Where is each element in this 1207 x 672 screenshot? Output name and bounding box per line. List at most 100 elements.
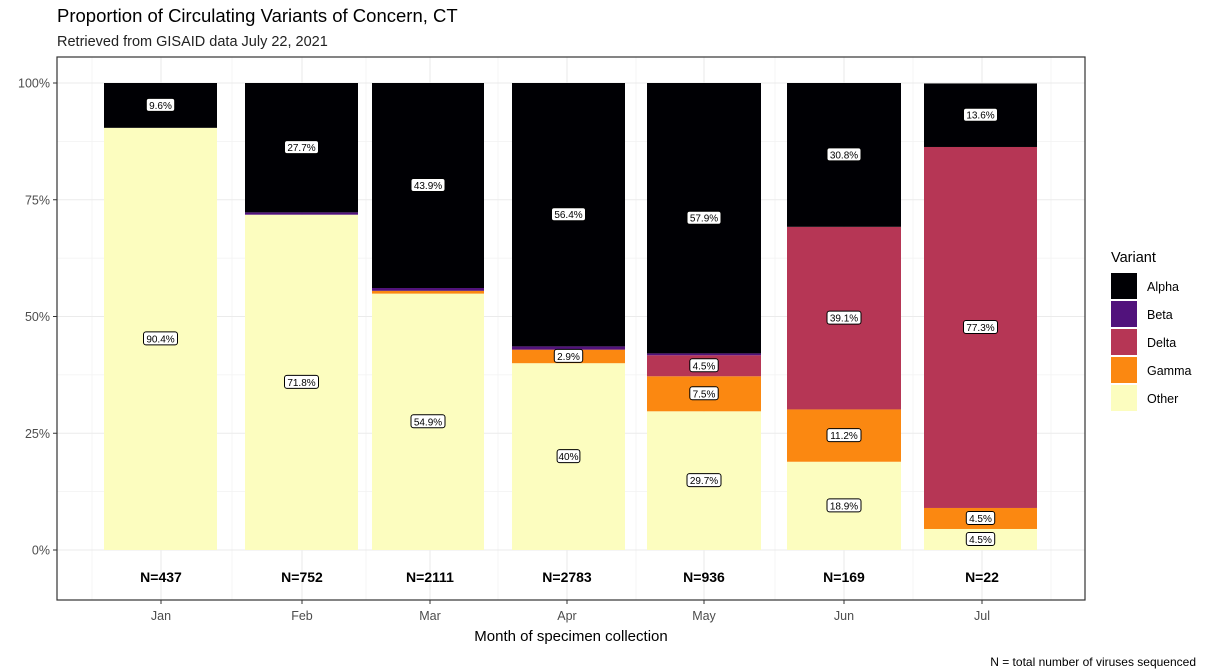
segment-label-text: 11.2%	[830, 431, 858, 442]
segment-label-box	[826, 498, 862, 513]
x-tick-label: Feb	[291, 609, 313, 623]
segment-label-text: 27.7%	[287, 143, 315, 154]
segment-label-text: 90.4%	[146, 334, 174, 345]
segment-label-text: 40%	[558, 452, 578, 463]
segment-label: 71.8%	[284, 374, 319, 389]
segment-label: 2.9%	[553, 348, 584, 363]
bar-segment-gamma	[372, 290, 484, 294]
segment-label-box	[686, 210, 722, 225]
y-tick-label: 0%	[32, 544, 50, 558]
segment-label-text: 4.5%	[969, 535, 992, 546]
segment-label: 4.5%	[689, 358, 719, 373]
segment-label: 29.7%	[686, 473, 722, 488]
n-label: N=2111	[406, 569, 454, 585]
plot-panel: 90.4% 9.6% 71.8% 27.7% 54.9% 43.9% 40% 2.9% 56.4…	[56, 56, 1086, 601]
legend-swatch	[1111, 273, 1137, 299]
segment-label: 39.1%	[826, 310, 862, 325]
segment-label-box	[145, 97, 176, 112]
x-tick-label: Jan	[151, 609, 171, 623]
segment-label-text: 57.9%	[690, 214, 718, 225]
legend-swatch	[1111, 329, 1137, 355]
y-axis: 0% 25% 50% 75% 100%	[18, 77, 57, 558]
legend-label: Gamma	[1147, 364, 1192, 378]
n-label: N=2783	[542, 569, 592, 585]
segment-label-box	[963, 107, 998, 122]
segment-label: 43.9%	[410, 178, 446, 193]
legend-label: Delta	[1147, 336, 1176, 350]
legend-swatch	[1111, 385, 1137, 411]
legend-title: Variant	[1111, 250, 1156, 266]
legend-item-delta: Delta	[1111, 329, 1176, 355]
legend-label: Alpha	[1147, 280, 1179, 294]
n-label: N=936	[683, 569, 725, 585]
segment-label: 56.4%	[551, 207, 586, 222]
segment-label-box	[826, 147, 862, 162]
legend-swatch	[1111, 357, 1137, 383]
segment-label-box	[965, 531, 996, 546]
segment-label-text: 2.9%	[557, 352, 580, 363]
n-label: N=169	[823, 569, 865, 585]
segment-label-box	[553, 348, 584, 363]
segment-label-box	[410, 178, 446, 193]
segment-label-box	[284, 140, 319, 155]
segment-label: 57.9%	[686, 210, 722, 225]
x-tick-label: May	[692, 609, 716, 623]
x-tick-label: Apr	[557, 609, 576, 623]
chart-title: Proportion of Circulating Variants of Co…	[57, 5, 458, 26]
segment-label: 27.7%	[284, 140, 319, 155]
chart-caption: N = total number of viruses sequenced	[990, 655, 1196, 669]
segment-label-text: 7.5%	[693, 389, 716, 400]
n-labels: N=437 N=752 N=2111 N=2783 N=936 N=169 N=22	[140, 569, 999, 585]
x-tick-label: Mar	[419, 609, 441, 623]
segment-label: 9.6%	[145, 97, 176, 112]
segment-label-box	[143, 331, 178, 346]
segment-label: 54.9%	[410, 414, 446, 429]
segment-label-box	[689, 358, 719, 373]
segment-label: 4.5%	[965, 531, 996, 546]
segment-label: 7.5%	[689, 386, 719, 401]
segment-label-text: 13.6%	[966, 111, 994, 122]
segment-label-box	[689, 386, 719, 401]
panel-border	[56, 56, 1086, 601]
segment-label: 90.4%	[143, 331, 178, 346]
legend-item-other: Other	[1111, 385, 1178, 411]
segment-label: 30.8%	[826, 147, 862, 162]
bar-segment-beta	[372, 288, 484, 291]
legend-item-beta: Beta	[1111, 301, 1173, 327]
y-tick-label: 25%	[25, 427, 50, 441]
n-label: N=437	[140, 569, 182, 585]
bar-segment-beta	[647, 353, 761, 356]
segment-label-box	[284, 374, 319, 389]
x-tick-label: Jun	[834, 609, 854, 623]
segment-label: 77.3%	[963, 319, 998, 334]
y-tick-label: 100%	[18, 77, 50, 91]
segment-label-box	[551, 207, 586, 222]
x-axis: Jan Feb Mar Apr May Jun Jul	[151, 600, 990, 623]
segment-label-text: 9.6%	[149, 101, 172, 112]
segment-label-box	[556, 449, 581, 464]
segment-label-box	[826, 310, 862, 325]
chart-subtitle: Retrieved from GISAID data July 22, 2021	[57, 34, 328, 50]
legend: Variant Alpha Beta Delta Gamma Other	[1111, 250, 1192, 411]
n-label: N=752	[281, 569, 323, 585]
segment-label: 40%	[556, 449, 581, 464]
legend-swatch	[1111, 301, 1137, 327]
legend-item-alpha: Alpha	[1111, 273, 1179, 299]
segment-label-text: 54.9%	[414, 417, 442, 428]
segment-label: 18.9%	[826, 498, 862, 513]
segment-label-text: 4.5%	[693, 361, 716, 372]
legend-label: Other	[1147, 392, 1178, 406]
segment-label: 13.6%	[963, 107, 998, 122]
segment-label: 4.5%	[965, 510, 996, 525]
segment-label-box	[826, 428, 862, 443]
segment-label-box	[965, 510, 996, 525]
segment-label: 11.2%	[826, 428, 862, 443]
legend-item-gamma: Gamma	[1111, 357, 1192, 383]
segment-label-text: 56.4%	[554, 210, 582, 221]
n-label: N=22	[965, 569, 999, 585]
segment-label-box	[410, 414, 446, 429]
legend-label: Beta	[1147, 308, 1173, 322]
segment-label-text: 18.9%	[830, 501, 858, 512]
segment-label-text: 77.3%	[966, 323, 994, 334]
